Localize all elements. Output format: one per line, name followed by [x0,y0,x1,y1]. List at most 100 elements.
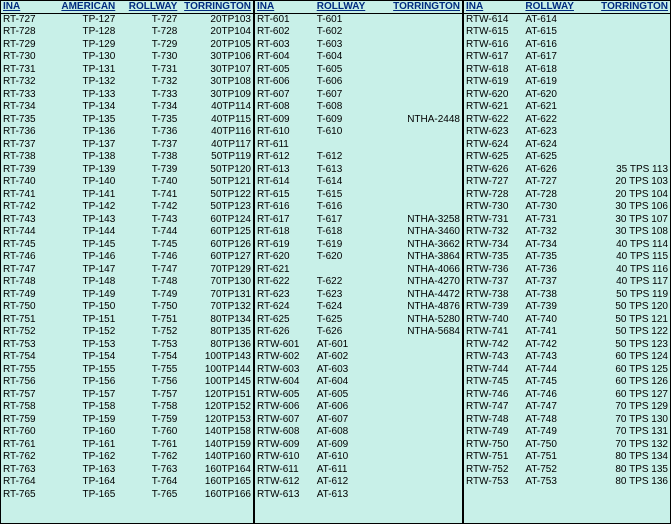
table-cell: 50 TPS 122 [581,326,668,339]
table-row: RTW-727AT-72720 TPS 103 [464,176,670,189]
table-cell: 20 TPS 104 [581,189,668,202]
table-cell: 160TP164 [181,464,251,477]
table-row: RTW-626AT-62635 TPS 113 [464,164,670,177]
table-cell: T-746 [119,251,181,264]
table-cell: AT-734 [523,239,580,252]
table-cell: AT-622 [523,114,580,127]
table-cell: 40TP117 [181,139,251,152]
table-cell: TP-159 [49,414,119,427]
table-cell: T-741 [119,189,181,202]
table-cell: TP-155 [49,364,119,377]
table-cell: RTW-751 [466,451,523,464]
table-cell: RT-762 [3,451,49,464]
table-cell: AT-624 [523,139,580,152]
table-row: RT-603T-603 [255,39,462,52]
table-row: RT-602T-602 [255,26,462,39]
table-row: RTW-745AT-74560 TPS 126 [464,376,670,389]
table-cell: RT-602 [257,26,315,39]
table-row: RTW-610AT-610 [255,451,462,464]
table-cell: T-607 [315,89,373,102]
table-row: RT-731TP-131T-73130TP107 [1,64,253,77]
table-row: RTW-606AT-606 [255,401,462,414]
table-cell: RT-760 [3,426,49,439]
table-cell: TP-135 [49,114,119,127]
table-cell [372,26,460,39]
header-cell: ROLLWAY [315,1,373,13]
table-cell: RT-623 [257,289,315,302]
table-row: RT-754TP-154T-754100TP143 [1,351,253,364]
table-cell: RT-601 [257,14,315,27]
table-cell: TP-161 [49,439,119,452]
table-cell: RTW-745 [466,376,523,389]
table-cell: RT-613 [257,164,315,177]
table-cell: RTW-739 [466,301,523,314]
table-cell: RT-604 [257,51,315,64]
table-cell: RT-763 [3,464,49,477]
table-row: RT-609T-609NTHA-2448 [255,114,462,127]
table-row: RT-747TP-147T-74770TP129 [1,264,253,277]
table-row: RTW-734AT-73440 TPS 114 [464,239,670,252]
table-cell: T-743 [119,214,181,227]
header-cell: TORRINGTON [581,1,668,13]
table-row: RTW-749AT-74970 TPS 131 [464,426,670,439]
table-cell [372,89,460,102]
table-row: RT-613T-613 [255,164,462,177]
table-cell: RTW-621 [466,101,523,114]
table-cell: 20TP104 [181,26,251,39]
table-cell: RT-615 [257,189,315,202]
table-row: RT-624T-624NTHA-4876 [255,301,462,314]
table-header: INAROLLWAYTORRINGTON [255,1,462,14]
table-cell: AT-739 [523,301,580,314]
table-row: RT-761TP-161T-761140TP159 [1,439,253,452]
table-cell: T-610 [315,126,373,139]
table-row: RTW-622AT-622 [464,114,670,127]
table-cell: RT-744 [3,226,49,239]
table-cell: T-756 [119,376,181,389]
table-row: RT-748TP-148T-74870TP130 [1,276,253,289]
table-row: RT-606T-606 [255,76,462,89]
table-row: RT-758TP-158T-758120TP152 [1,401,253,414]
table-cell [372,439,460,452]
table-row: RT-762TP-162T-762140TP160 [1,451,253,464]
table-cell: RTW-619 [466,76,523,89]
table-cell: RT-741 [3,189,49,202]
table-row: RT-744TP-144T-74460TP125 [1,226,253,239]
table-cell: AT-617 [523,51,580,64]
table-cell: 120TP151 [181,389,251,402]
table-cell: TP-144 [49,226,119,239]
table-cell: RT-750 [3,301,49,314]
table-cell: RTW-625 [466,151,523,164]
table-cell: 100TP145 [181,376,251,389]
table-row: RTW-753AT-75380 TPS 136 [464,476,670,489]
table-cell: TP-158 [49,401,119,414]
table-row: RTW-746AT-74660 TPS 127 [464,389,670,402]
table-cell: RT-761 [3,439,49,452]
table-cell: AT-618 [523,64,580,77]
table-cell: 30TP107 [181,64,251,77]
table-cell: T-752 [119,326,181,339]
table-cell: RT-617 [257,214,315,227]
table-cell: RTW-734 [466,239,523,252]
table-cell: NTHA-4876 [372,301,460,314]
table-row: RT-760TP-160T-760140TP158 [1,426,253,439]
table-cell: AT-746 [523,389,580,402]
table-cell: RT-624 [257,301,315,314]
table-cell: RT-626 [257,326,315,339]
table-row: RTW-744AT-74460 TPS 125 [464,364,670,377]
table-cell [372,126,460,139]
table-cell: AT-609 [315,439,373,452]
table-cell [372,376,460,389]
table-cell: AT-727 [523,176,580,189]
table-cell: RT-730 [3,51,49,64]
table-row: RTW-615AT-615 [464,26,670,39]
table-cell: T-617 [315,214,373,227]
table-cell: T-742 [119,201,181,214]
table-cell [372,101,460,114]
table-cell: RT-739 [3,164,49,177]
table-cell: T-754 [119,351,181,364]
table-cell: T-738 [119,151,181,164]
table-cell: RT-610 [257,126,315,139]
table-cell: T-763 [119,464,181,477]
table-cell: AT-603 [315,364,373,377]
table-cell: T-739 [119,164,181,177]
